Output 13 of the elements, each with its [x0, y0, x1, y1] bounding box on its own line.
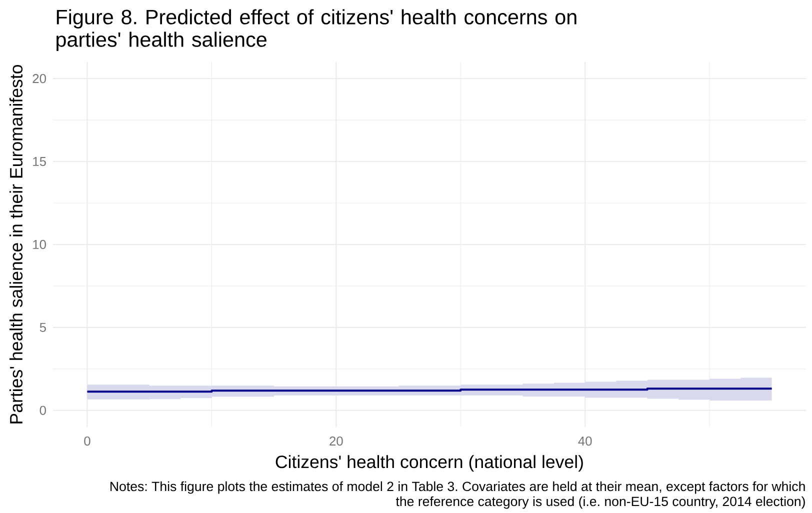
text: Notes: This figure plots the estimates of model 2 in Table 3. Covariates are held at their mean, except factors for which	[110, 481, 805, 494]
y-tick-label: 10	[33, 240, 46, 250]
x-tick-label: 40	[578, 436, 592, 446]
chart-title: Figure 8. Predicted effect of citizens' health concerns on parties' health salience	[56, 9, 576, 51]
y-axis-title: Parties' health salience in their Euromanifesto	[9, 65, 23, 424]
text: the reference category is used (i.e. non-EU-15 country, 2014 election)	[396, 496, 805, 509]
y-tick-label: 20	[32, 74, 46, 84]
x-tick-label: 0	[84, 436, 90, 446]
y-tick-label: 5	[40, 322, 46, 332]
x-axis-title: Citizens' health concern (national level)	[276, 455, 583, 472]
x-tick-label: 20	[330, 436, 343, 446]
y-tick-label: 15	[33, 157, 46, 166]
y-tick-label: 0	[40, 406, 46, 415]
